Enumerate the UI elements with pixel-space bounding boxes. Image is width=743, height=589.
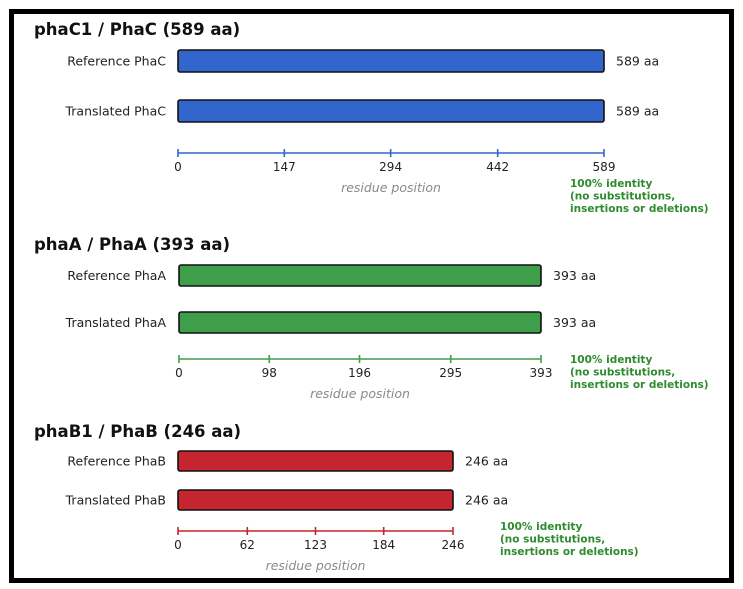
sequence-bar: [178, 264, 542, 287]
panel-2: phaA / PhaA (393 aa) Reference PhaA 393 aa…: [34, 235, 709, 401]
row-label: Translated PhaB: [65, 493, 166, 508]
sequence-bar: [178, 311, 542, 334]
row-label: Translated PhaC: [64, 104, 166, 119]
tick-label: 98: [262, 366, 277, 380]
sequence-bar: [177, 49, 605, 73]
identity-note: 100% identity: [570, 178, 652, 190]
tick-label: 393: [530, 366, 553, 380]
axis-title: residue position: [266, 558, 366, 573]
tick-label: 62: [240, 538, 255, 552]
identity-note: insertions or deletions): [500, 546, 639, 558]
sequence-bar: [177, 99, 605, 123]
axis-title: residue position: [310, 386, 410, 401]
identity-note: (no substitutions,: [570, 191, 675, 203]
identity-note: (no substitutions,: [570, 367, 675, 379]
length-label: 246 aa: [465, 493, 508, 508]
tick-label: 123: [304, 538, 327, 552]
tick-label: 589: [593, 160, 616, 174]
panel-title: phaC1 / PhaC (589 aa): [34, 20, 240, 39]
panel-1: phaC1 / PhaC (589 aa) Reference PhaC 589 a…: [34, 20, 709, 215]
identity-note: 100% identity: [570, 354, 652, 366]
length-label: 589 aa: [616, 104, 659, 119]
panel-3: phaB1 / PhaB (246 aa) Reference PhaB 246 a…: [34, 422, 639, 573]
sequence-bar: [177, 489, 454, 511]
tick-label: 196: [348, 366, 371, 380]
identity-note: insertions or deletions): [570, 379, 709, 391]
axis-title: residue position: [341, 180, 441, 195]
identity-note: (no substitutions,: [500, 534, 605, 546]
row-label: Reference PhaB: [67, 454, 166, 469]
length-label: 589 aa: [616, 54, 659, 69]
length-label: 393 aa: [553, 268, 596, 283]
tick-label: 0: [175, 366, 183, 380]
row-label: Reference PhaC: [67, 54, 166, 69]
tick-label: 147: [273, 160, 296, 174]
panel-title: phaA / PhaA (393 aa): [34, 235, 230, 254]
tick-label: 0: [174, 538, 182, 552]
identity-note: insertions or deletions): [570, 203, 709, 215]
sequence-bar: [177, 450, 454, 472]
length-label: 246 aa: [465, 454, 508, 469]
identity-note: 100% identity: [500, 521, 582, 533]
row-label: Reference PhaA: [67, 268, 166, 283]
tick-label: 246: [442, 538, 465, 552]
tick-label: 442: [486, 160, 509, 174]
panel-title: phaB1 / PhaB (246 aa): [34, 422, 241, 441]
row-label: Translated PhaA: [65, 315, 167, 330]
tick-label: 295: [439, 366, 462, 380]
tick-label: 294: [379, 160, 402, 174]
length-label: 393 aa: [553, 315, 596, 330]
tick-label: 0: [174, 160, 182, 174]
tick-label: 184: [372, 538, 395, 552]
